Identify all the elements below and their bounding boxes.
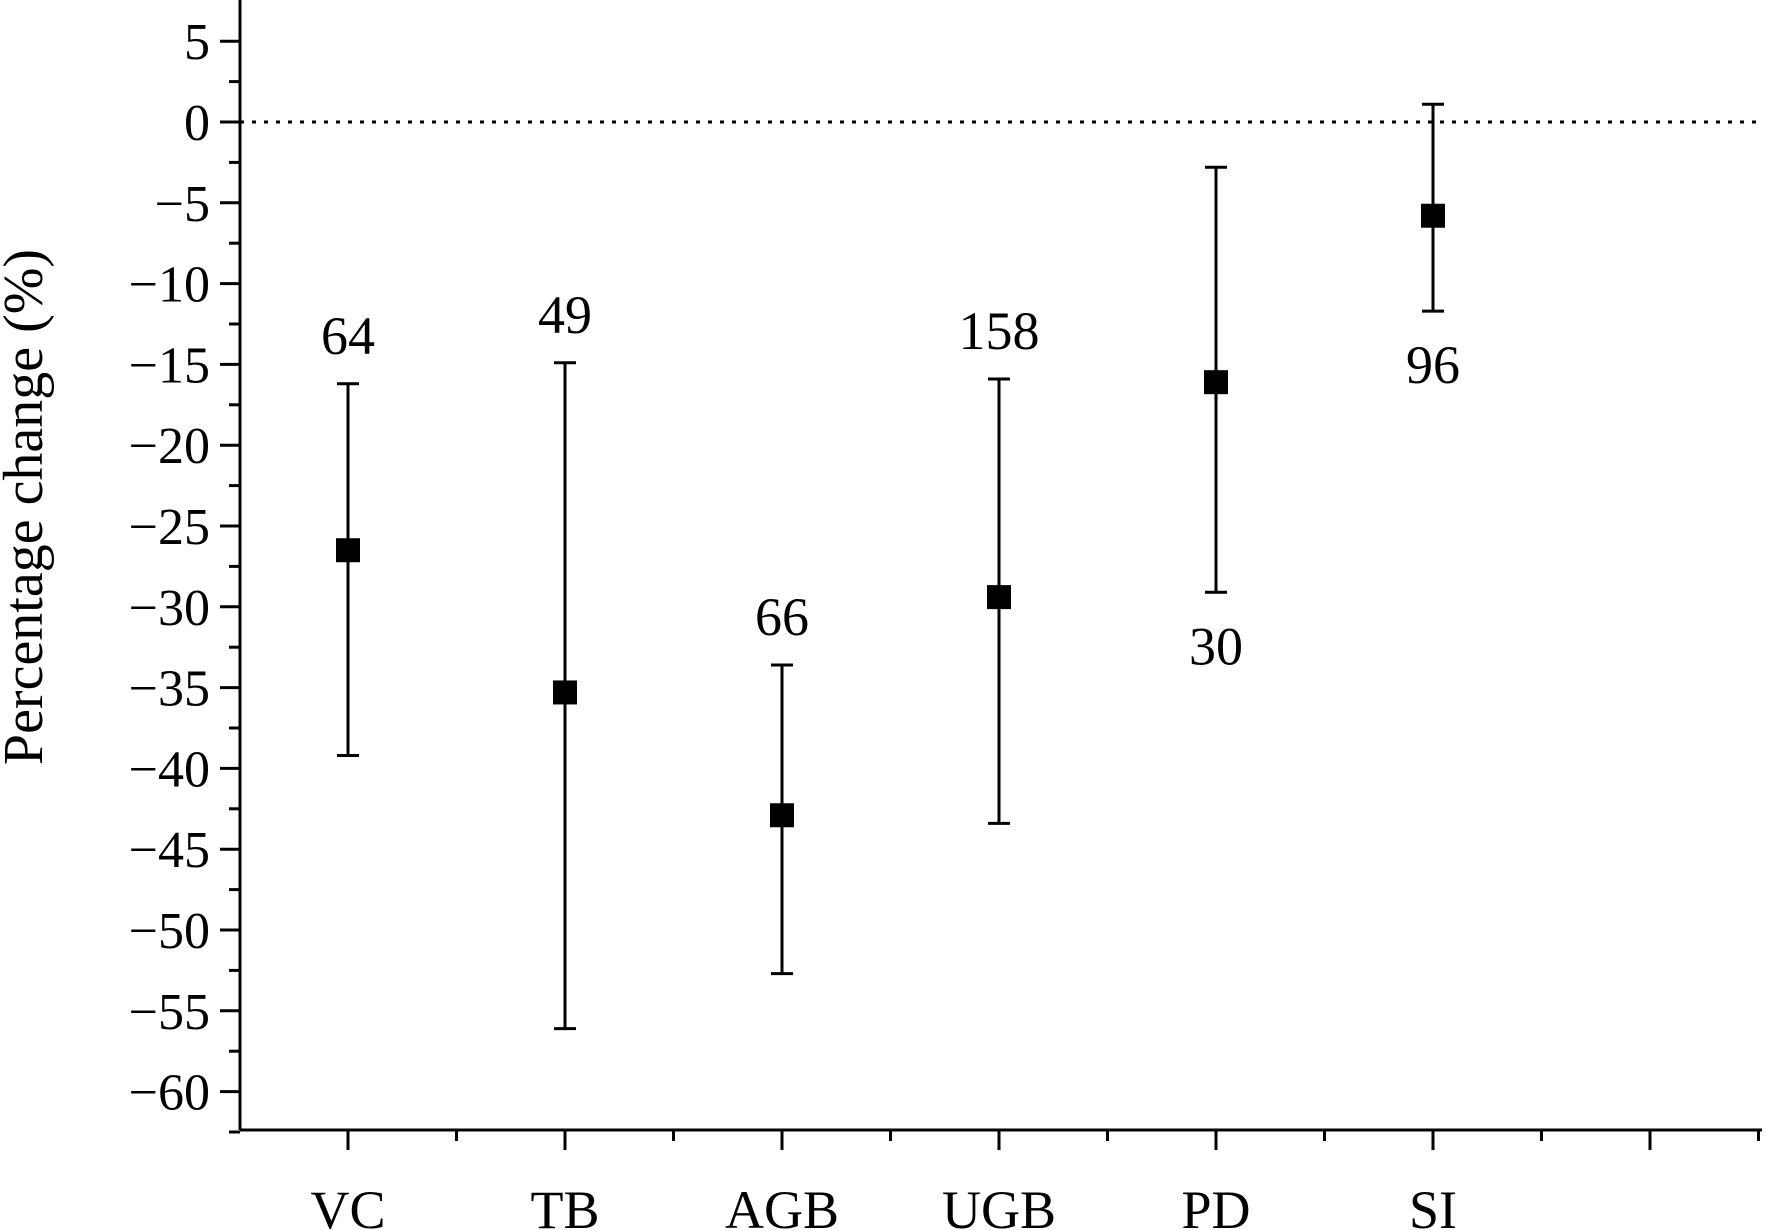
sample-size-label: 96 (1406, 335, 1460, 395)
y-tick-label: −5 (155, 176, 210, 233)
data-point (1421, 203, 1445, 228)
axes: 5 0 −5 −10 −15 −20 −25 −30 −35 −40 −45 −50 −55 −60 VC T… (129, 0, 1762, 1230)
data-point (1204, 370, 1228, 395)
x-tick-label: TB (530, 1180, 599, 1230)
x-tick-label: AGB (725, 1180, 839, 1230)
x-tick-label: UGB (942, 1180, 1056, 1230)
y-tick-label: −55 (129, 984, 210, 1041)
y-tick-label: −50 (129, 903, 210, 960)
y-axis-title: Percentage change (%) (0, 249, 55, 765)
chart-marks: 64 49 66 158 30 96 (321, 102, 1460, 1031)
y-tick-label: −35 (129, 661, 210, 718)
sample-size-label: 30 (1189, 616, 1243, 676)
y-tick-label: −60 (129, 1065, 210, 1122)
data-point (987, 585, 1011, 610)
y-tick-label: −45 (129, 822, 210, 879)
data-point (770, 803, 794, 828)
x-tick-label: SI (1409, 1180, 1457, 1230)
y-tick-label: −20 (129, 418, 210, 475)
x-tick-label: VC (310, 1180, 385, 1230)
y-tick-label: −25 (129, 499, 210, 556)
y-tick-label: −30 (129, 580, 210, 637)
y-tick-label: −40 (129, 741, 210, 798)
sample-size-label: 66 (755, 587, 809, 647)
data-point (336, 538, 360, 563)
y-tick-label: 0 (184, 95, 210, 152)
sample-size-label: 49 (538, 285, 592, 345)
y-tick-label: −10 (129, 257, 210, 314)
y-tick-label: 5 (184, 14, 210, 71)
data-point (553, 680, 577, 705)
y-tick-label: −15 (129, 337, 210, 394)
sample-size-label: 64 (321, 306, 375, 366)
x-tick-label: PD (1181, 1180, 1250, 1230)
sample-size-label: 158 (959, 301, 1040, 361)
